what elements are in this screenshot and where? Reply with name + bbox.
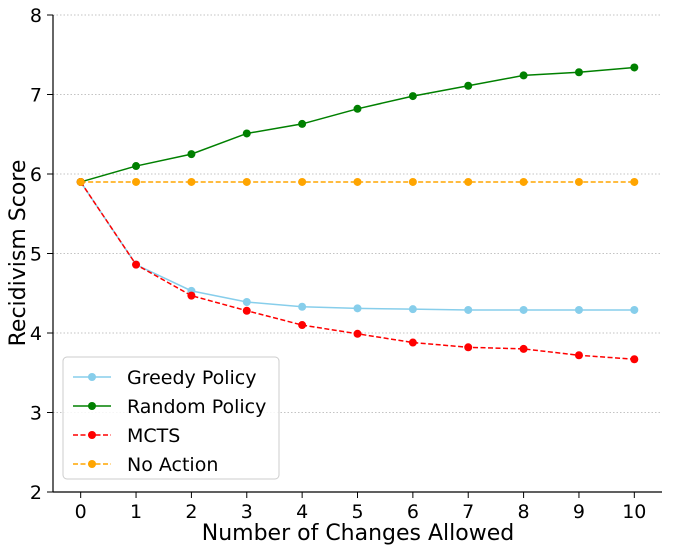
x-tick-label: 1: [130, 501, 142, 523]
data-point-no-action: [298, 177, 307, 186]
data-point-greedy-policy: [519, 305, 528, 314]
data-point-no-action: [353, 177, 362, 186]
x-tick-label: 6: [407, 501, 419, 523]
x-tick-label: 10: [622, 501, 646, 523]
legend-marker-random-policy: [88, 402, 96, 410]
series-line-greedy-policy: [80, 181, 635, 311]
data-point-mcts: [242, 306, 251, 315]
data-point-no-action: [408, 177, 417, 186]
data-point-random-policy: [353, 104, 362, 113]
legend-label-mcts: MCTS: [127, 425, 180, 447]
series-line-random-policy: [80, 66, 635, 183]
data-point-random-policy: [519, 71, 528, 80]
data-point-greedy-policy: [630, 305, 639, 314]
x-tick-label: 9: [573, 501, 585, 523]
data-point-greedy-policy: [574, 305, 583, 314]
y-tick-label: 3: [30, 403, 42, 425]
x-tick-label: 7: [462, 501, 474, 523]
data-point-random-policy: [242, 129, 251, 138]
data-point-mcts: [574, 351, 583, 360]
legend-label-random-policy: Random Policy: [127, 396, 266, 418]
y-tick-label: 6: [30, 164, 42, 186]
y-tick-label: 8: [30, 5, 42, 27]
data-point-random-policy: [298, 119, 307, 128]
x-ticks: 0 1 2 3 4 5 6 7 8 9 10: [75, 492, 646, 523]
data-point-random-policy: [408, 92, 417, 101]
data-point-greedy-policy: [408, 305, 417, 314]
data-point-random-policy: [132, 162, 141, 171]
x-tick-label: 4: [296, 501, 308, 523]
data-point-mcts: [187, 291, 196, 300]
x-tick-label: 5: [351, 501, 363, 523]
x-tick-label: 3: [241, 501, 253, 523]
y-tick-label: 7: [30, 85, 42, 107]
data-point-random-policy: [187, 150, 196, 159]
legend: Greedy Policy Random Policy MCTS No Action: [62, 356, 280, 480]
data-point-no-action: [132, 177, 141, 186]
data-point-no-action: [574, 177, 583, 186]
y-tick-label: 2: [30, 482, 42, 504]
x-tick-label: 0: [75, 501, 87, 523]
data-point-no-action: [76, 177, 85, 186]
legend-box: [62, 356, 280, 480]
data-point-greedy-policy: [298, 302, 307, 311]
data-point-mcts: [519, 344, 528, 353]
data-point-no-action: [519, 177, 528, 186]
data-point-no-action: [464, 177, 473, 186]
legend-marker-no-action: [88, 460, 96, 468]
legend-marker-mcts: [88, 431, 96, 439]
y-tick-label: 5: [30, 244, 42, 266]
data-point-mcts: [353, 329, 362, 338]
data-point-no-action: [630, 177, 639, 186]
data-point-no-action: [187, 177, 196, 186]
y-axis-title: Recidivism Score: [6, 160, 31, 347]
legend-label-greedy-policy: Greedy Policy: [127, 367, 257, 389]
data-point-mcts: [298, 321, 307, 330]
data-point-no-action: [242, 177, 251, 186]
data-point-greedy-policy: [464, 305, 473, 314]
data-point-mcts: [464, 343, 473, 352]
data-point-mcts: [630, 355, 639, 364]
data-point-greedy-policy: [353, 304, 362, 313]
plot-markers: [76, 63, 639, 364]
legend-marker-greedy-policy: [88, 373, 96, 381]
legend-label-no-action: No Action: [127, 454, 218, 476]
x-tick-label: 8: [518, 501, 530, 523]
data-point-random-policy: [464, 81, 473, 90]
data-point-greedy-policy: [242, 297, 251, 306]
x-tick-label: 2: [185, 501, 197, 523]
data-point-random-policy: [630, 63, 639, 72]
x-axis-title: Number of Changes Allowed: [202, 521, 514, 546]
y-ticks: 2 3 4 5 6 7 8: [30, 5, 53, 504]
data-point-mcts: [408, 338, 417, 347]
y-tick-label: 4: [30, 323, 42, 345]
data-point-mcts: [132, 260, 141, 269]
data-point-random-policy: [574, 68, 583, 77]
